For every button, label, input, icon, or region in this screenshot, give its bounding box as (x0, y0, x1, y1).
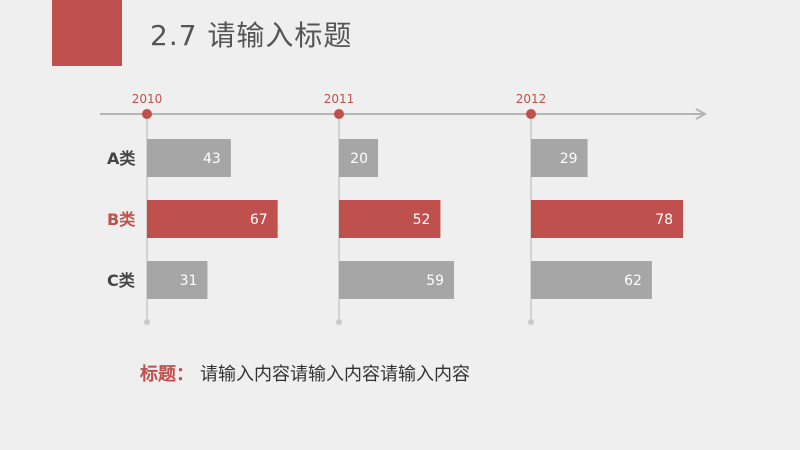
bar-value-label: 31 (180, 273, 198, 289)
bar (531, 261, 652, 299)
bar (339, 261, 455, 299)
year-marker-dot (142, 109, 152, 119)
page-title: 2.7 请输入标题 (150, 19, 353, 52)
year-marker-dot (526, 109, 536, 119)
timeline-arrow-head (695, 108, 708, 120)
year-guide-end-dot (528, 319, 534, 325)
category-label: A类 (107, 149, 136, 168)
bar (531, 200, 684, 238)
bar-value-label: 59 (426, 273, 444, 289)
year-guide-end-dot (144, 319, 150, 325)
bar (339, 200, 441, 238)
year-label: 2010 (132, 92, 163, 106)
bar (339, 139, 378, 177)
caption: 标题： 请输入内容请输入内容请输入内容 (140, 360, 470, 386)
bar-value-label: 78 (655, 212, 673, 228)
bar-value-label: 29 (560, 151, 578, 167)
caption-label: 标题： (140, 364, 194, 385)
bar-value-label: 67 (250, 212, 268, 228)
category-label: B类 (107, 210, 136, 229)
year-marker-dot (334, 109, 344, 119)
year-label: 2012 (516, 92, 547, 106)
bar-value-label: 20 (350, 151, 368, 167)
title-accent-block (52, 0, 122, 66)
caption-text: 请输入内容请输入内容请输入内容 (200, 364, 470, 385)
bar (147, 200, 278, 238)
bar (531, 139, 588, 177)
bar-value-label: 43 (203, 151, 221, 167)
bar-value-label: 52 (413, 212, 431, 228)
category-label: C类 (107, 271, 136, 290)
bar (147, 139, 231, 177)
bar-value-label: 62 (624, 273, 642, 289)
bar (147, 261, 208, 299)
year-guide-end-dot (336, 319, 342, 325)
year-label: 2011 (324, 92, 355, 106)
